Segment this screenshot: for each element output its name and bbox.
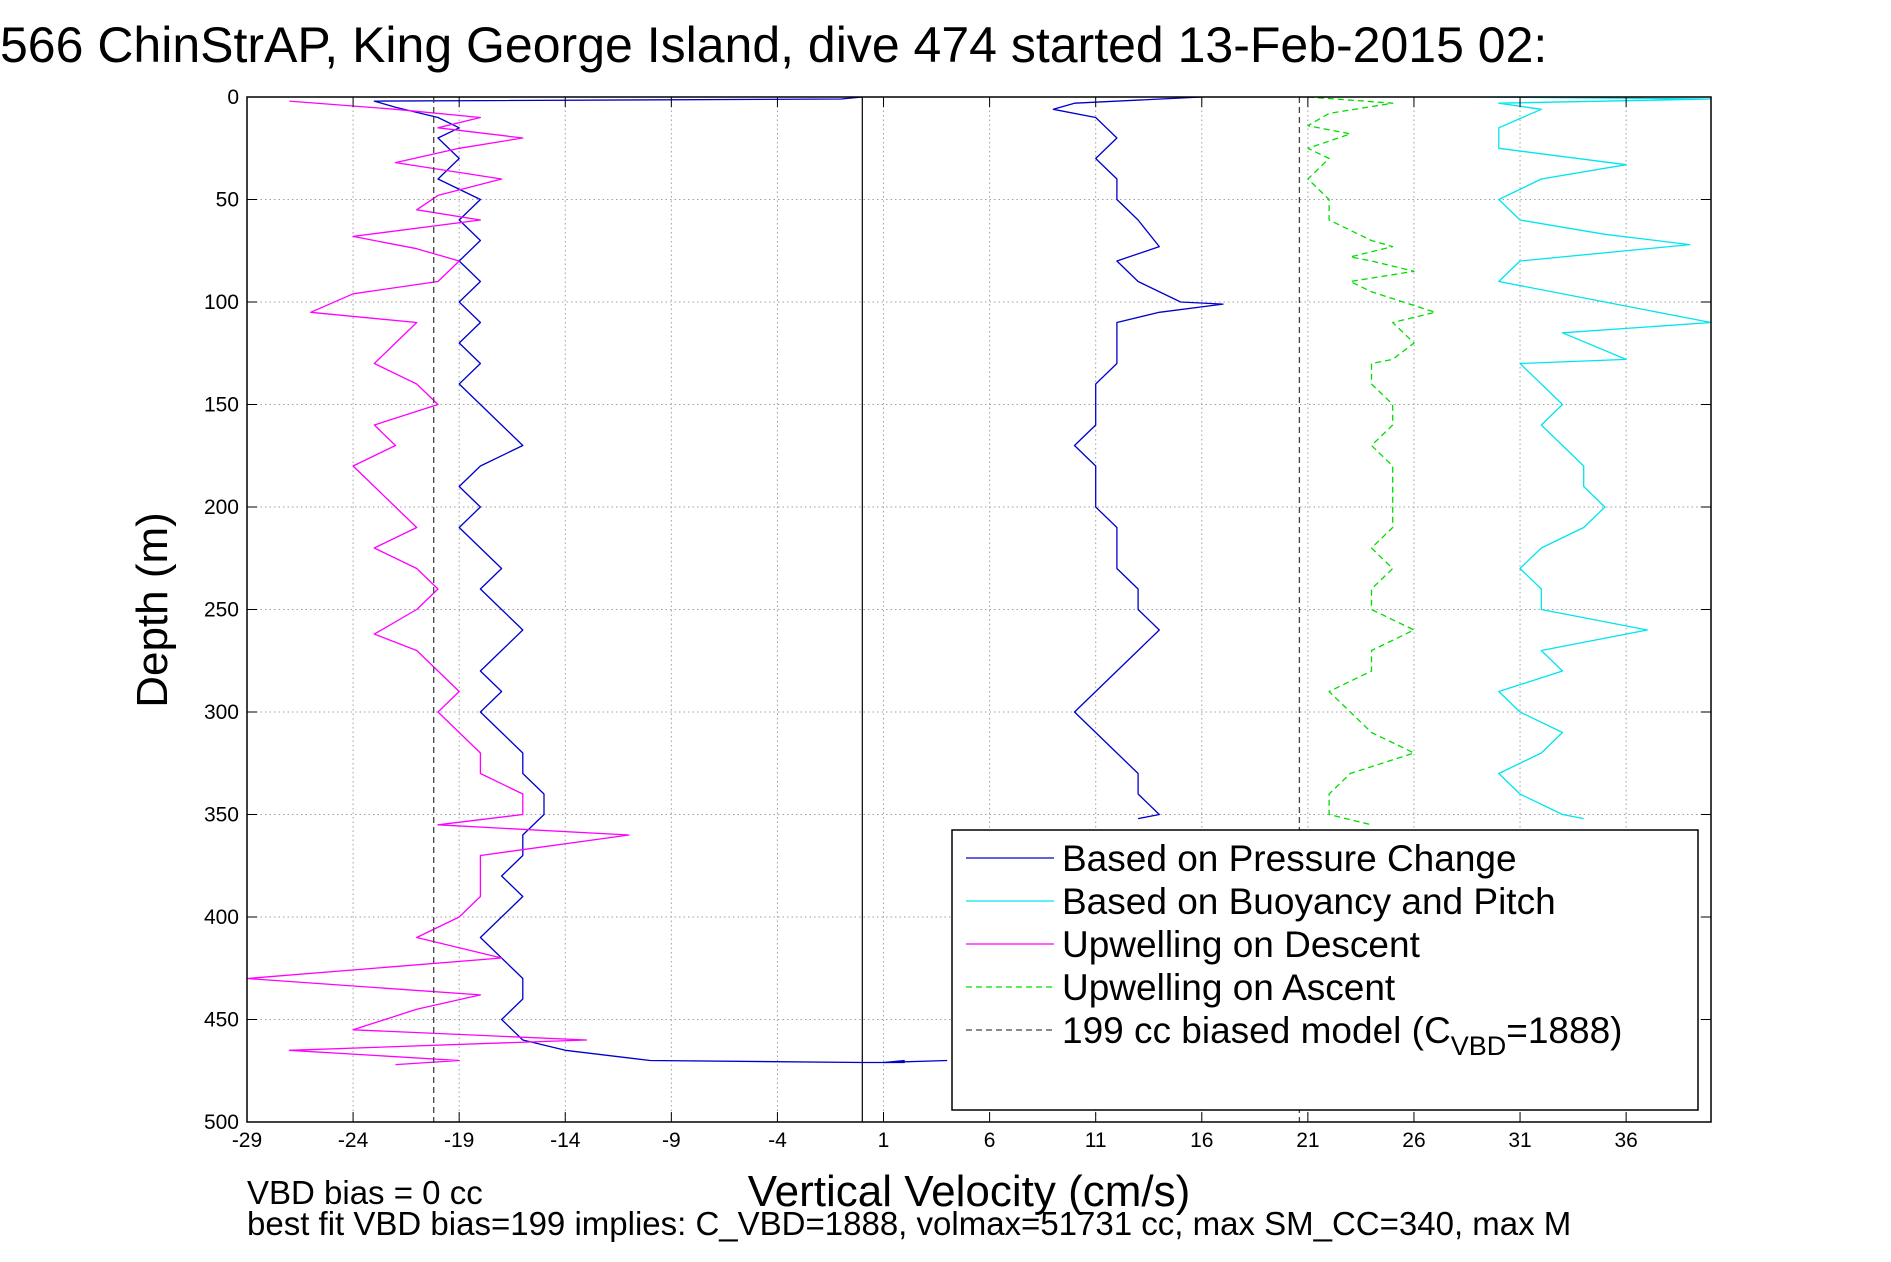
y-axis-label: Depth (m): [128, 512, 177, 708]
y-tick-label: 150: [204, 394, 239, 417]
series-line-based-on-buoyancy-and-pitch: [1477, 97, 1711, 820]
chart-title: 566 ChinStrAP, King George Island, dive …: [0, 17, 1547, 73]
y-tick-label: 350: [204, 804, 239, 827]
x-tick-label: 21: [1296, 1129, 1319, 1152]
vbd-bias-annotation: VBD bias = 0 cc: [247, 1174, 483, 1211]
y-tick-label: 200: [204, 496, 239, 519]
x-tick-label: -14: [550, 1129, 581, 1152]
x-tick-label: 11: [1085, 1129, 1107, 1152]
x-tick-label: -29: [232, 1129, 262, 1152]
legend-label-based-on-pressure-change: Based on Pressure Change: [1062, 838, 1517, 879]
series-line-based-on-pressure-change: [1052, 97, 1224, 820]
x-tick-label: -19: [444, 1129, 474, 1152]
y-tick-label: 400: [204, 906, 239, 929]
y-tick-label: 450: [204, 1009, 239, 1032]
legend-label-199-cc-biased-model-c-vbd-1888: 199 cc biased model (CVBD=1888): [1062, 1010, 1622, 1061]
x-tick-label: 26: [1402, 1129, 1425, 1152]
x-tick-label: 36: [1614, 1129, 1637, 1152]
y-tick-label: 100: [204, 291, 239, 314]
y-tick-label: 50: [216, 189, 239, 212]
y-tick-label: 500: [204, 1111, 239, 1134]
legend-label-based-on-buoyancy-and-pitch: Based on Buoyancy and Pitch: [1062, 881, 1556, 922]
x-tick-label: -24: [338, 1129, 369, 1152]
y-tick-label: 0: [227, 86, 239, 109]
x-tick-label: 6: [984, 1129, 996, 1152]
series-line-based-on-pressure-change: [373, 97, 905, 1064]
legend-label-upwelling-on-descent: Upwelling on Descent: [1062, 924, 1421, 965]
series-line-upwelling-on-ascent: [1307, 97, 1436, 826]
legend-box: [951, 829, 1699, 1111]
x-tick-label: 31: [1508, 1129, 1531, 1152]
x-axis-label: Vertical Velocity (cm/s): [748, 1167, 1191, 1216]
series-line-based-on-pressure-change: [882, 1059, 948, 1064]
ticks: -29 -24 -19 -14 -9 -4 1 6 11 16 21 26 31 360501001502…: [204, 86, 1711, 1152]
best-fit-annotation: best fit VBD bias=199 implies: C_VBD=188…: [247, 1205, 1571, 1242]
x-tick-label: -4: [768, 1129, 787, 1152]
series-layer: [247, 97, 1711, 1122]
y-tick-label: 250: [204, 599, 239, 622]
x-tick-label: -9: [662, 1129, 681, 1152]
x-tick-label: 1: [878, 1129, 890, 1152]
series-line-upwelling-on-descent: [247, 100, 630, 1066]
y-tick-label: 300: [204, 701, 239, 724]
x-tick-label: 16: [1190, 1129, 1213, 1152]
legend-label-upwelling-on-ascent: Upwelling on Ascent: [1062, 967, 1396, 1008]
